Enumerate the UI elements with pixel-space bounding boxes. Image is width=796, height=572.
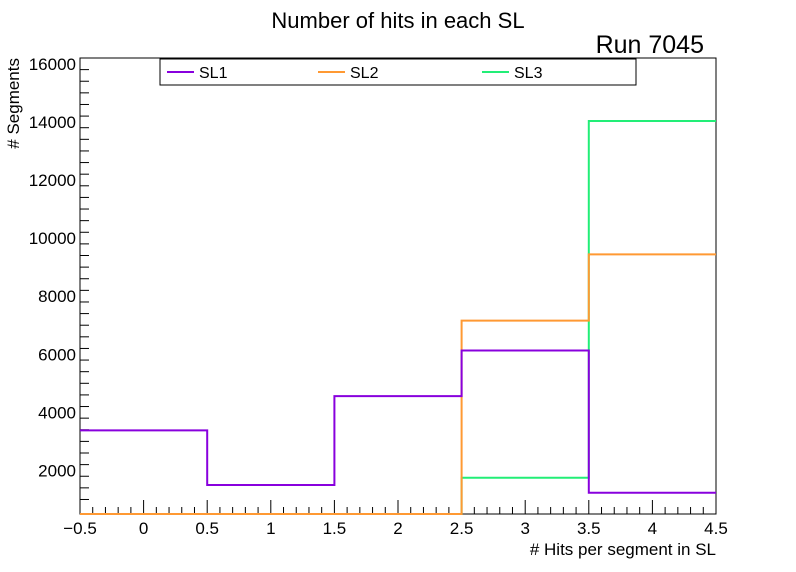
y-tick-label: 8000 [38, 287, 76, 306]
legend: SL1 SL2 SL3 [159, 58, 637, 86]
series-lines [80, 120, 716, 515]
chart-title: Number of hits in each SL [271, 8, 524, 33]
x-axis: −0.5 0 0.5 1 1.5 2 2.5 3 3.5 4 4.5 [63, 500, 728, 538]
y-tick-label: 16000 [29, 55, 76, 74]
y-axis-label: # Segments [4, 58, 23, 149]
x-tick-label: 4 [648, 519, 657, 538]
run-annotation: Run 7045 [596, 31, 704, 59]
x-tick-label: −0.5 [63, 519, 97, 538]
plot-frame [79, 57, 717, 515]
x-tick-label: 2 [393, 519, 402, 538]
x-axis-label: # Hits per segment in SL [530, 540, 716, 559]
series-sl1-line [80, 349, 716, 494]
y-axis: 2000 4000 6000 8000 10000 12000 14000 16000 [29, 55, 89, 500]
y-tick-label: 4000 [38, 403, 76, 422]
x-tick-label: 3.5 [577, 519, 601, 538]
x-tick-label: 1 [266, 519, 275, 538]
y-tick-label: 12000 [29, 171, 76, 190]
x-tick-label: 0.5 [195, 519, 219, 538]
y-tick-label: 14000 [29, 113, 76, 132]
x-tick-label: 0 [139, 519, 148, 538]
x-tick-label: 2.5 [450, 519, 474, 538]
legend-label-sl2: SL2 [350, 65, 379, 82]
x-tick-label: 4.5 [704, 519, 728, 538]
legend-label-sl3: SL3 [514, 65, 543, 82]
legend-box [159, 58, 637, 86]
series-sl2-line [80, 253, 716, 515]
y-tick-label: 10000 [29, 229, 76, 248]
x-tick-label: 3 [520, 519, 529, 538]
series-sl3-line [80, 120, 716, 515]
x-tick-label: 1.5 [323, 519, 347, 538]
y-tick-label: 2000 [38, 461, 76, 480]
y-tick-label: 6000 [38, 345, 76, 364]
legend-label-sl1: SL1 [199, 65, 228, 82]
